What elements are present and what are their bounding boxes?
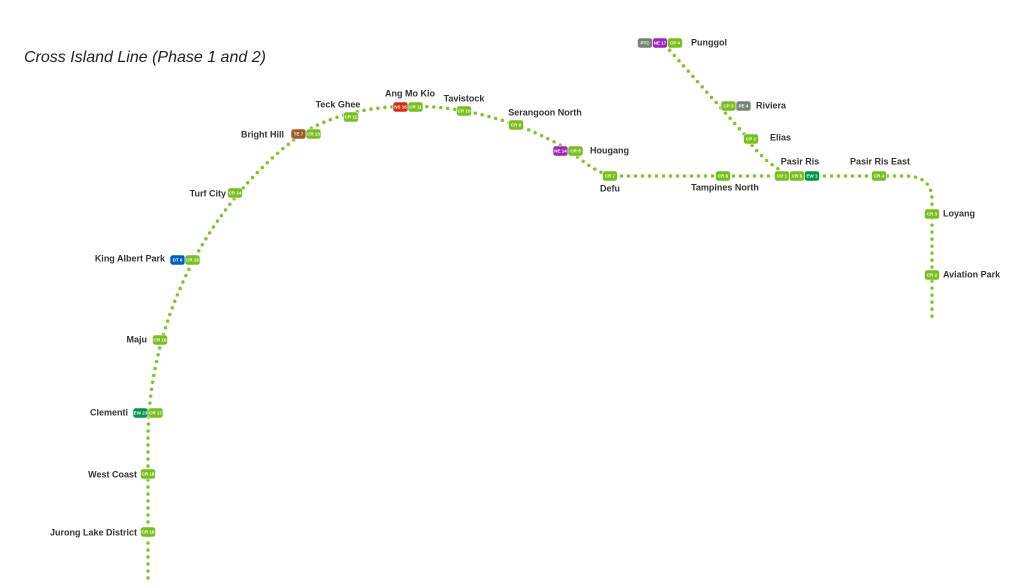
station-badge xyxy=(152,334,168,346)
station-code: EW 1 xyxy=(806,174,817,179)
station: Tavistock CR 10 xyxy=(444,93,486,117)
station: Hougang NE 14 CR 8 xyxy=(552,145,629,157)
station-code: CR 3 xyxy=(927,212,938,217)
station-code: CR 7 xyxy=(605,174,616,179)
station-name: Elias xyxy=(770,132,791,142)
station-name: Pasir Ris xyxy=(781,156,820,166)
station: Ang Mo Kio NS 16 CR 11 xyxy=(385,88,435,113)
station-badge xyxy=(508,119,524,131)
station-code: NE 17 xyxy=(654,41,667,46)
station-code: CR 18 xyxy=(142,472,155,477)
station-badge xyxy=(871,170,887,182)
station-code: CR 12 xyxy=(345,115,358,120)
station-name: Defu xyxy=(600,183,620,193)
station: Aviation Park CR 2 xyxy=(924,269,1001,281)
station-name: Maju xyxy=(126,334,147,344)
station-code: PTC xyxy=(641,41,651,46)
station-code: CR 17 xyxy=(149,411,162,416)
station-code: CR 19 xyxy=(142,530,155,535)
station-badge xyxy=(924,269,940,281)
station-code: CR 2 xyxy=(927,273,938,278)
station-code: CP 3 xyxy=(724,104,734,109)
station-name: Hougang xyxy=(590,145,629,155)
station-name: Bright Hill xyxy=(241,129,284,139)
station-code: PE 4 xyxy=(739,104,749,109)
station: King Albert Park DT 6 CR 15 xyxy=(95,253,201,266)
station: Defu CR 7 xyxy=(600,170,620,193)
station-code: CR 5 xyxy=(792,174,803,179)
station: Jurong Lake District CR 19 xyxy=(50,526,156,538)
title: Cross Island Line (Phase 1 and 2) xyxy=(24,49,266,66)
station-badge xyxy=(184,254,201,266)
station-badge xyxy=(804,170,820,182)
station-code: NE 14 xyxy=(554,149,567,154)
station: Bright Hill TE 7 CR 13 xyxy=(241,128,322,140)
station-code: CP 4 xyxy=(670,41,680,46)
station: Elias CP 2 xyxy=(743,132,791,145)
station: Teck Ghee CR 12 xyxy=(316,99,361,123)
station: Loyang CR 3 xyxy=(924,208,975,220)
station-code: CR 11 xyxy=(409,105,422,110)
station-badge xyxy=(305,128,322,140)
station: Pasir Ris CP 1 CR 5 EW 1 xyxy=(774,156,820,182)
station-code: EW 23 xyxy=(134,411,148,416)
station: Tampines North CR 6 xyxy=(691,170,759,192)
station-badge xyxy=(567,145,584,157)
station-badge xyxy=(140,468,156,480)
station: Clementi EW 23 CR 17 xyxy=(90,407,164,419)
station-code: CR 15 xyxy=(186,258,199,263)
station-badge xyxy=(715,170,731,182)
station-name: Ang Mo Kio xyxy=(385,88,435,98)
station: Punggol PTC NE 17 CP 4 xyxy=(637,37,727,49)
station-badge xyxy=(602,170,618,182)
station-name: Punggol xyxy=(691,37,727,47)
station-name: Tampines North xyxy=(691,182,759,192)
station-code: CR 16 xyxy=(154,338,167,343)
station-name: Clementi xyxy=(90,407,128,417)
station-name: Teck Ghee xyxy=(316,99,361,109)
station-badge xyxy=(743,133,759,145)
station-code: CR 10 xyxy=(458,109,471,114)
station: Pasir Ris East CR 4 xyxy=(850,156,910,182)
station-badge xyxy=(343,111,359,123)
station-name: Aviation Park xyxy=(943,269,1001,279)
station-code: CP 2 xyxy=(746,137,756,142)
station-name: King Albert Park xyxy=(95,253,166,263)
station-name: Pasir Ris East xyxy=(850,156,910,166)
station-badge xyxy=(667,37,683,49)
station-code: DT 6 xyxy=(173,258,183,263)
station-code: CR 8 xyxy=(570,149,581,154)
station-code: CR 13 xyxy=(307,132,320,137)
station: Maju CR 16 xyxy=(126,334,168,346)
station: Riviera CP 3 PE 4 xyxy=(720,100,787,112)
stations: Jurong Lake District CR 19 West Coast CR 18… xyxy=(50,37,1001,537)
station-code: CR 6 xyxy=(718,174,729,179)
station-badge xyxy=(227,187,243,199)
station-badge xyxy=(924,208,940,220)
station-name: Serangoon North xyxy=(508,107,582,117)
station-name: Jurong Lake District xyxy=(50,527,137,537)
station: Serangoon North CR 9 xyxy=(508,107,582,131)
station-code: NS 16 xyxy=(394,105,407,110)
station: West Coast CR 18 xyxy=(88,468,156,480)
station-code: CR 4 xyxy=(874,174,885,179)
station-badge xyxy=(407,101,424,113)
station-code: CR 9 xyxy=(511,123,522,128)
station-name: Riviera xyxy=(756,100,787,110)
station-badge xyxy=(456,105,472,117)
station-name: Tavistock xyxy=(444,93,486,103)
station-code: CP 1 xyxy=(777,174,787,179)
station-badge xyxy=(735,100,752,112)
station: Turf City CR 14 xyxy=(190,187,243,199)
station-code: TE 7 xyxy=(294,132,304,137)
station-badge xyxy=(140,526,156,538)
station-name: Turf City xyxy=(190,188,226,198)
station-name: Loyang xyxy=(943,208,975,218)
station-code: CR 14 xyxy=(229,191,242,196)
station-badge xyxy=(147,407,164,419)
station-name: West Coast xyxy=(88,469,137,479)
